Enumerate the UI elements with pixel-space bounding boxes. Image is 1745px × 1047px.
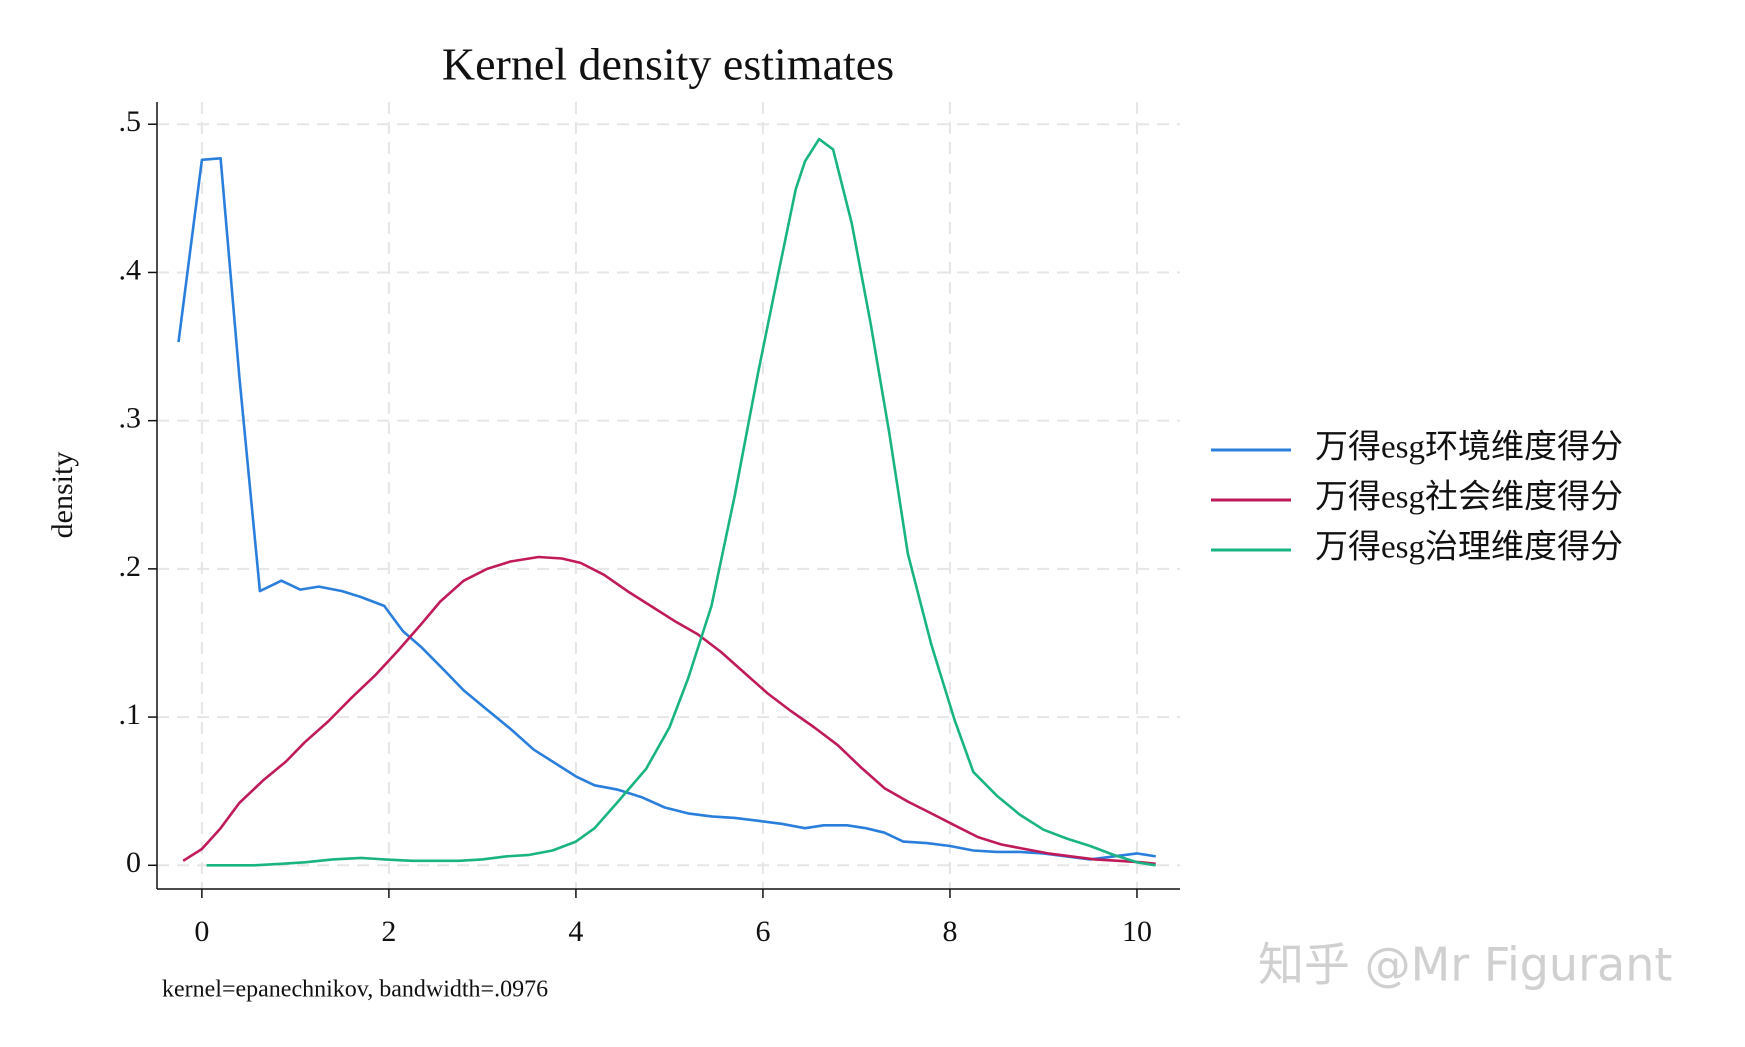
line xyxy=(182,555,1156,866)
x-tick-label: 0 xyxy=(194,915,209,948)
legend-label: 万得esg治理维度得分 xyxy=(1315,529,1623,566)
y-tick-label: 0 xyxy=(126,846,141,879)
x-tick-label: 10 xyxy=(1122,915,1152,948)
y-tick-label: .1 xyxy=(119,698,142,731)
chart-title: Kernel density estimates xyxy=(442,39,894,90)
y-tick-label: .2 xyxy=(119,550,142,583)
x-tick-label: 6 xyxy=(755,915,770,948)
legend-label: 万得esg社会维度得分 xyxy=(1315,479,1623,516)
y-tick-label: .4 xyxy=(119,253,142,286)
y-tick-label: .5 xyxy=(119,105,142,138)
x-tick-label: 4 xyxy=(568,915,583,948)
watermark: 知乎 @Mr Figurant xyxy=(1258,938,1672,992)
y-axis-label: density xyxy=(46,452,79,539)
line xyxy=(177,157,1156,861)
x-tick-label: 8 xyxy=(942,915,957,948)
x-tick-label: 2 xyxy=(381,915,396,948)
note: kernel=epanechnikov, bandwidth=.0976 xyxy=(162,977,548,1003)
line xyxy=(206,137,1156,867)
legend-label: 万得esg环境维度得分 xyxy=(1315,429,1623,466)
y-tick-label: .3 xyxy=(119,402,142,435)
